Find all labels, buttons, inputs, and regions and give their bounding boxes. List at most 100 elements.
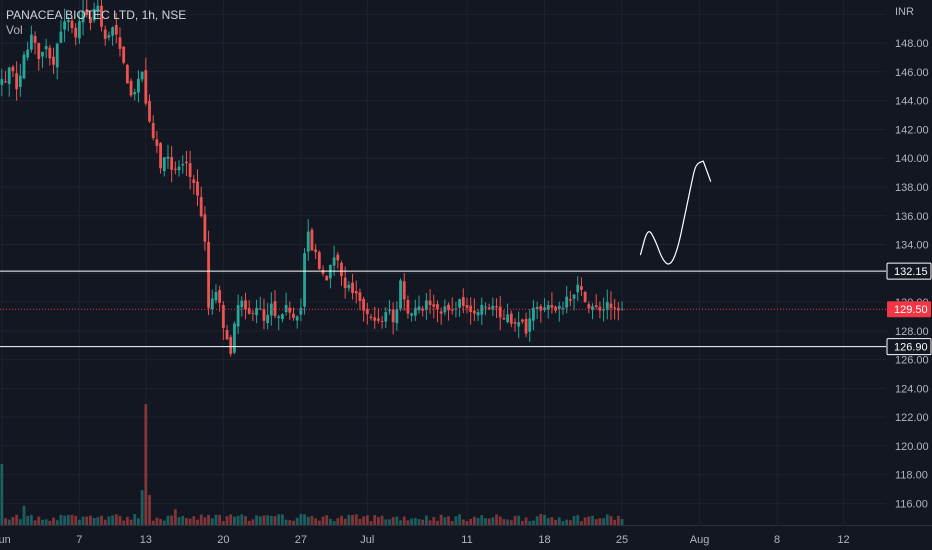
volume-bar	[177, 517, 181, 525]
volume-bar	[351, 514, 354, 525]
volume-bar	[92, 517, 96, 525]
candle-body	[317, 252, 321, 269]
candle-body	[269, 303, 273, 316]
candle-body	[391, 309, 395, 323]
candle-body	[166, 156, 170, 159]
time-axis[interactable]: Jun 7 13 20 27 Jul 11 18 25 Aug 8 12	[0, 525, 932, 550]
candle-body	[613, 307, 617, 309]
volume-bar	[436, 520, 439, 525]
volume-bar	[144, 404, 148, 525]
volume-bar	[587, 516, 591, 525]
price-tick-label: 142.00	[895, 124, 929, 136]
candle-body	[125, 65, 129, 84]
candle-body	[487, 307, 491, 310]
candle-body	[129, 80, 133, 96]
candle-body	[22, 54, 26, 79]
volume-bar	[118, 515, 122, 525]
volume-bar	[103, 519, 107, 525]
candle-body	[70, 20, 74, 29]
price-tick-label: 124.00	[895, 383, 929, 395]
candle-body	[421, 308, 425, 311]
volume-bar	[214, 514, 218, 525]
volume-bar	[424, 515, 428, 525]
candle-body	[159, 143, 162, 169]
candle-body	[332, 257, 336, 266]
volume-bar	[539, 514, 543, 525]
candle-body	[44, 46, 48, 50]
volume-indicator-label[interactable]: Vol	[6, 23, 23, 37]
volume-bar	[402, 516, 406, 525]
volume-bar	[543, 514, 546, 525]
candle-body	[273, 301, 277, 316]
symbol-title[interactable]: PANACEA BIOTEC LTD, 1h, NSE	[6, 8, 187, 22]
candle-body	[376, 318, 380, 321]
candle-body	[532, 307, 535, 321]
candle-body	[85, 9, 89, 15]
volume-bar	[244, 516, 247, 525]
candle-body	[137, 78, 140, 93]
volume-bar	[37, 516, 41, 525]
candle-body	[247, 307, 251, 314]
volume-bar	[281, 514, 284, 525]
candle-body	[244, 300, 247, 310]
candle-body	[454, 308, 458, 310]
volume-bar	[114, 514, 118, 525]
candle-body	[580, 286, 583, 290]
candle-body	[103, 29, 107, 39]
candle-body	[299, 307, 303, 315]
volume-bar	[70, 514, 74, 525]
volume-bar	[251, 519, 255, 525]
volume-bar	[528, 521, 532, 525]
time-tick-label: 13	[140, 534, 152, 546]
candle-body	[369, 316, 373, 318]
candle-body	[114, 24, 118, 35]
volume-bar	[162, 520, 166, 525]
candle-body	[572, 294, 576, 299]
volume-bar	[602, 518, 605, 525]
candle-body	[506, 314, 510, 323]
volume-bar	[598, 518, 602, 525]
volume-bar	[336, 518, 340, 525]
candle-body	[52, 56, 55, 65]
candle-body	[59, 31, 63, 43]
candle-body	[576, 284, 580, 293]
volume-bar	[620, 519, 624, 525]
candle-body	[620, 309, 624, 311]
candle-body	[554, 306, 557, 311]
candle-body	[469, 305, 473, 312]
volume-bar	[137, 518, 140, 525]
volume-bar	[583, 517, 587, 525]
candle-body	[133, 92, 137, 95]
horizontal-lines[interactable]	[0, 270, 886, 348]
candle-body	[148, 101, 151, 122]
candle-body	[218, 290, 222, 303]
candle-body	[365, 308, 369, 315]
volume-bar	[391, 517, 395, 525]
price-tick-label: 126.00	[895, 355, 929, 367]
candle-body	[336, 254, 340, 261]
volume-bar	[63, 515, 67, 525]
candle-body	[41, 51, 44, 57]
freehand-drawing[interactable]	[639, 160, 712, 265]
volume-bar	[85, 516, 89, 525]
candle-body	[89, 17, 92, 24]
candle-body	[565, 296, 569, 308]
candle-body	[188, 163, 192, 177]
volume-bar	[591, 515, 594, 525]
candle-body	[196, 181, 199, 196]
price-axis[interactable]: INR116.00118.00120.00122.00124.00126.001…	[886, 0, 932, 550]
volume-bar	[229, 514, 233, 525]
candle-body	[517, 322, 521, 327]
candle-body	[539, 306, 543, 311]
volume-bar	[513, 515, 517, 525]
price-tick-label: 138.00	[895, 182, 929, 194]
candle-body	[140, 71, 144, 80]
volume-bar	[343, 518, 347, 525]
volume-bar	[546, 518, 550, 525]
volume-bar	[155, 517, 159, 525]
current-price-label: 129.50	[894, 304, 928, 316]
candle-body	[74, 27, 78, 38]
candle-body	[509, 313, 513, 324]
